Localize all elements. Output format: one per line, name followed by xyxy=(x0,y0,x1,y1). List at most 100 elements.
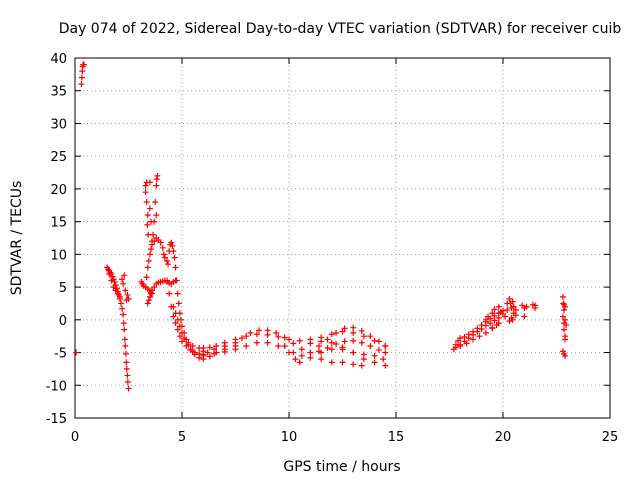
data-point xyxy=(482,329,489,336)
data-point xyxy=(112,287,119,294)
data-point xyxy=(106,271,113,277)
x-tick-label: 5 xyxy=(178,430,186,445)
data-point xyxy=(164,257,171,264)
data-point xyxy=(350,329,357,336)
data-point xyxy=(256,327,263,334)
data-point xyxy=(532,302,539,309)
plot-frame xyxy=(74,57,611,419)
data-point xyxy=(275,343,282,349)
data-point xyxy=(560,326,567,333)
data-point xyxy=(296,337,303,344)
data-point xyxy=(150,231,157,238)
data-point xyxy=(111,278,118,285)
data-point xyxy=(142,182,149,189)
data-point xyxy=(457,343,464,349)
data-point xyxy=(339,344,346,351)
data-point xyxy=(213,343,220,349)
data-point xyxy=(168,239,175,246)
data-point xyxy=(174,316,181,323)
data-point xyxy=(487,320,494,327)
x-tick-label: 15 xyxy=(388,430,405,445)
data-point xyxy=(122,350,129,357)
data-point xyxy=(243,343,250,349)
data-point xyxy=(328,339,335,346)
y-tick-label: 25 xyxy=(50,150,67,165)
y-tick-label: -10 xyxy=(46,379,67,394)
data-point xyxy=(350,349,357,356)
data-point xyxy=(144,221,151,228)
data-point xyxy=(174,290,181,297)
data-point xyxy=(264,339,271,346)
data-point xyxy=(375,338,382,345)
data-point xyxy=(179,338,185,345)
data-point xyxy=(142,284,149,291)
data-point xyxy=(154,172,161,179)
data-point xyxy=(170,248,177,255)
data-point xyxy=(173,277,180,284)
data-point xyxy=(478,325,485,332)
data-point xyxy=(143,274,150,281)
data-point xyxy=(497,308,504,315)
data-point xyxy=(324,336,331,343)
data-point xyxy=(333,329,340,336)
data-point xyxy=(142,189,149,196)
x-tick-labels: 0 5 10 15 20 25 xyxy=(71,430,618,445)
data-point xyxy=(171,254,178,261)
data-point xyxy=(491,306,498,313)
data-point xyxy=(315,343,322,349)
data-point xyxy=(119,276,126,283)
data-point xyxy=(504,307,511,313)
data-point xyxy=(275,333,282,340)
data-point xyxy=(510,303,517,310)
data-point xyxy=(146,179,153,186)
data-point xyxy=(164,277,171,284)
data-point xyxy=(114,290,121,297)
data-point xyxy=(560,307,567,313)
data-point xyxy=(170,313,177,320)
data-point xyxy=(562,303,569,310)
data-point xyxy=(358,362,365,369)
data-point xyxy=(161,254,168,261)
data-point xyxy=(339,328,346,335)
data-point xyxy=(206,353,213,360)
y-tick-label: -15 xyxy=(46,412,67,427)
y-tick-label: 15 xyxy=(50,216,67,231)
y-tick-label: 5 xyxy=(59,281,67,296)
data-point xyxy=(474,328,481,335)
data-point xyxy=(560,300,567,307)
data-point xyxy=(290,340,297,347)
data-point xyxy=(298,346,305,353)
y-axis-label: SDTVAR / TECUs xyxy=(9,181,25,296)
data-point xyxy=(465,335,472,342)
data-point xyxy=(172,264,179,271)
data-point xyxy=(232,346,239,353)
data-point xyxy=(147,246,154,253)
data-point xyxy=(206,344,213,351)
data-point xyxy=(153,212,160,219)
data-point xyxy=(562,336,569,343)
data-point xyxy=(185,339,192,346)
data-point xyxy=(339,359,346,366)
data-point xyxy=(253,331,260,338)
data-point xyxy=(493,322,500,329)
data-point xyxy=(159,244,166,251)
data-point xyxy=(562,352,569,359)
y-tick-labels: -15 -10 -5 0 5 10 15 20 25 30 35 40 xyxy=(46,52,67,427)
x-tick-label: 10 xyxy=(281,430,298,445)
data-point xyxy=(78,74,85,81)
data-point xyxy=(119,305,126,312)
y-tick-label: 35 xyxy=(50,85,67,100)
data-point xyxy=(176,333,183,340)
data-point xyxy=(273,329,280,336)
data-point xyxy=(523,303,530,310)
data-point xyxy=(360,333,367,340)
data-point xyxy=(360,351,367,358)
data-point xyxy=(196,350,203,357)
data-point xyxy=(123,365,130,372)
data-point xyxy=(80,61,87,68)
y-tick-label: -5 xyxy=(54,347,67,362)
data-point xyxy=(120,280,127,287)
data-point xyxy=(172,320,179,327)
data-point xyxy=(307,354,314,361)
